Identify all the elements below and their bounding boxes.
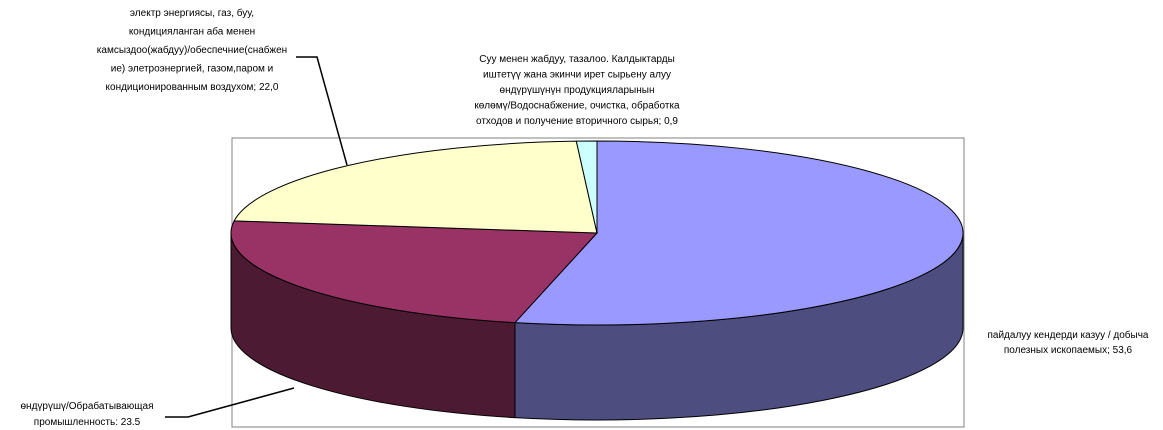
pie-slice-2 [233, 140, 598, 234]
data-label-2-line-0: электр энергиясы, газ, буу, [130, 7, 254, 19]
data-label-1: өндүрүшү/Обрабатывающая промышленность: 2… [21, 400, 154, 428]
data-label-2-line-2: камсыздоо(жабдуу)/обеспечние(снабжен [97, 44, 287, 56]
data-label-3-line-4: отходов и получение вторичного сырья; 0,… [476, 116, 678, 127]
leader-line-2 [296, 56, 348, 166]
data-label-3-line-1: иштетүү жана экинчи ирет сырьену алуу [483, 70, 671, 81]
leader-lines [165, 56, 348, 418]
data-label-0-line-0: пайдалуу кендерди казуу / добыча [987, 329, 1148, 341]
pie-tops [230, 140, 964, 326]
data-label-3-line-2: өндүрүшүнүн продукцияларынын [500, 85, 655, 96]
data-label-2: электр энергиясы, газ, буу, кондицияланга… [97, 7, 287, 93]
data-label-3-line-0: Суу менен жабдуу, тазалоо. Калдыктарды [479, 53, 675, 65]
data-label-0-line-1: полезных ископаемых; 53,6 [1004, 345, 1133, 356]
data-labels: пайдалуу кендерди казуу / добыча полезных… [21, 7, 1149, 428]
data-label-1-line-0: өндүрүшү/Обрабатывающая [21, 400, 154, 412]
pie-slice-1 [230, 220, 599, 324]
data-label-2-line-4: кондиционированным воздухом; 22,0 [106, 82, 279, 93]
leader-line-1 [165, 387, 295, 418]
data-label-3: Суу менен жабдуу, тазалоо. Калдыктарды иш… [474, 53, 680, 127]
data-label-2-line-1: кондицияланган аба менен [129, 26, 255, 38]
data-label-0: пайдалуу кендерди казуу / добыча полезных… [987, 329, 1148, 356]
data-label-3-line-3: көлөмү/Водоснабжение, очистка, обработка [474, 100, 680, 112]
data-label-1-line-1: промышленность: 23.5 [34, 417, 141, 428]
data-label-2-line-3: ие) элетроэнергией, газом,паром и [111, 64, 274, 75]
pie-slice-0 [513, 140, 964, 326]
pie-slice-3 [575, 140, 598, 234]
